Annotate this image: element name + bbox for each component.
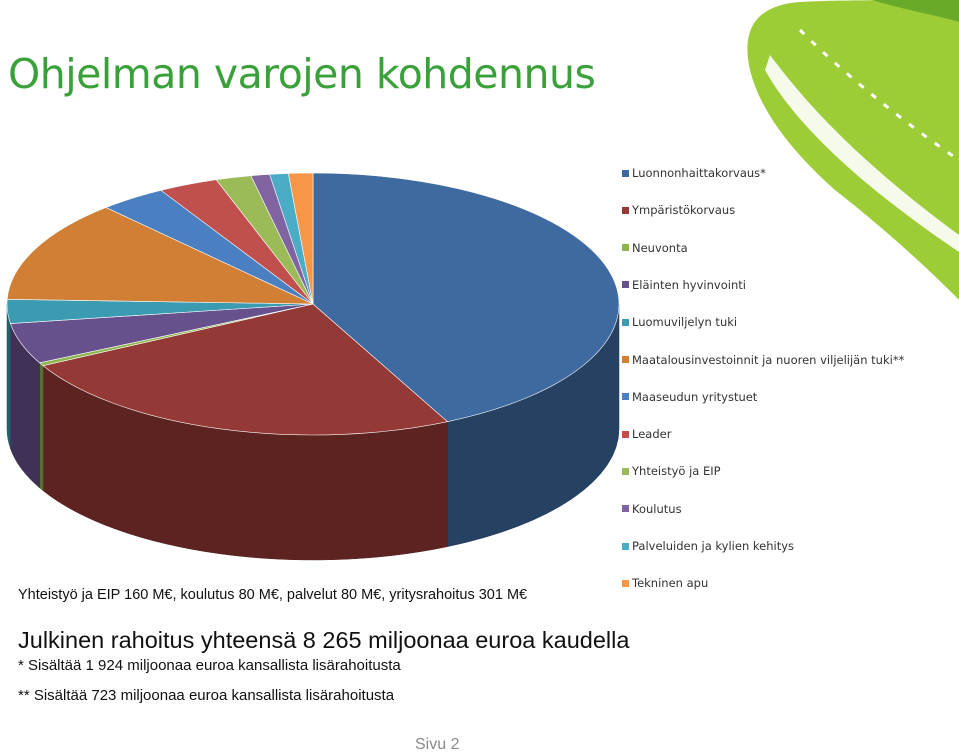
legend-item: Maaseudun yritystuet xyxy=(622,388,757,406)
legend-label: Eläinten hyvinvointi xyxy=(632,277,746,292)
pie-slice-1 xyxy=(42,303,449,436)
page-title: Ohjelman varojen kohdennus xyxy=(8,50,596,98)
legend-swatch xyxy=(622,356,629,363)
legend-label: Maaseudun yritystuet xyxy=(632,389,758,404)
legend-swatch xyxy=(622,393,629,401)
legend-swatch xyxy=(622,505,629,513)
legend-item: Palveluiden ja kylien kehitys xyxy=(622,537,794,555)
page-number: Sivu 2 xyxy=(415,736,460,753)
pie-sides xyxy=(6,303,620,561)
footnote-1: * Sisältää 1 924 miljoonaa euroa kansall… xyxy=(18,657,401,674)
leaf-vein xyxy=(798,28,959,162)
legend-swatch xyxy=(622,169,629,177)
legend-swatch xyxy=(622,281,629,289)
legend-swatch xyxy=(622,430,629,438)
legend-label: Maatalousinvestoinnit ja nuoren viljelij… xyxy=(632,352,905,367)
leaf-stripe xyxy=(765,55,959,252)
pie-top xyxy=(6,172,620,436)
legend-label: Tekninen apu xyxy=(632,576,709,591)
legend-swatch xyxy=(622,244,629,252)
legend-label: Palveluiden ja kylien kehitys xyxy=(632,539,795,553)
legend-item: Luomuviljelyn tuki xyxy=(622,313,737,331)
legend-swatch xyxy=(622,542,629,550)
legend-item: Eläinten hyvinvointi xyxy=(622,276,746,294)
legend-label: Koulutus xyxy=(632,501,682,516)
legend-item: Luonnonhaittakorvaus* xyxy=(622,164,766,182)
footnote-2: ** Sisältää 723 miljoonaa euroa kansalli… xyxy=(18,687,395,704)
legend-item: Tekninen apu xyxy=(622,574,708,592)
pie-slice-11 xyxy=(288,172,314,305)
pie-side-2 xyxy=(39,362,44,492)
legend-label: Leader xyxy=(632,427,672,442)
legend-swatch xyxy=(622,467,629,475)
leaf-tip xyxy=(872,0,959,22)
legend-label: Ympäristökorvaus xyxy=(632,203,736,218)
legend-swatch xyxy=(622,579,629,587)
allocation-note: Yhteistyö ja EIP 160 M€, koulutus 80 M€,… xyxy=(18,587,528,603)
legend-item: Ympäristökorvaus xyxy=(622,201,735,219)
legend-label: Luomuviljelyn tuki xyxy=(632,315,738,330)
pie-side-4 xyxy=(6,303,11,449)
legend-item: Maatalousinvestoinnit ja nuoren viljelij… xyxy=(622,351,904,369)
legend-item: Yhteistyö ja EIP xyxy=(622,462,721,480)
legend-item: Koulutus xyxy=(622,500,682,518)
total-funding-text: Julkinen rahoitus yhteensä 8 265 miljoon… xyxy=(18,627,630,653)
legend-swatch xyxy=(622,206,629,214)
legend-swatch xyxy=(622,318,629,326)
legend-label: Yhteistyö ja EIP xyxy=(632,464,721,479)
legend-label: Luonnonhaittakorvaus* xyxy=(632,166,766,180)
pie-slice-5 xyxy=(6,207,314,305)
pie-slice-0 xyxy=(312,172,620,422)
legend-label: Neuvonta xyxy=(632,240,688,255)
legend-item: Leader xyxy=(622,425,671,443)
legend-item: Neuvonta xyxy=(622,239,688,257)
